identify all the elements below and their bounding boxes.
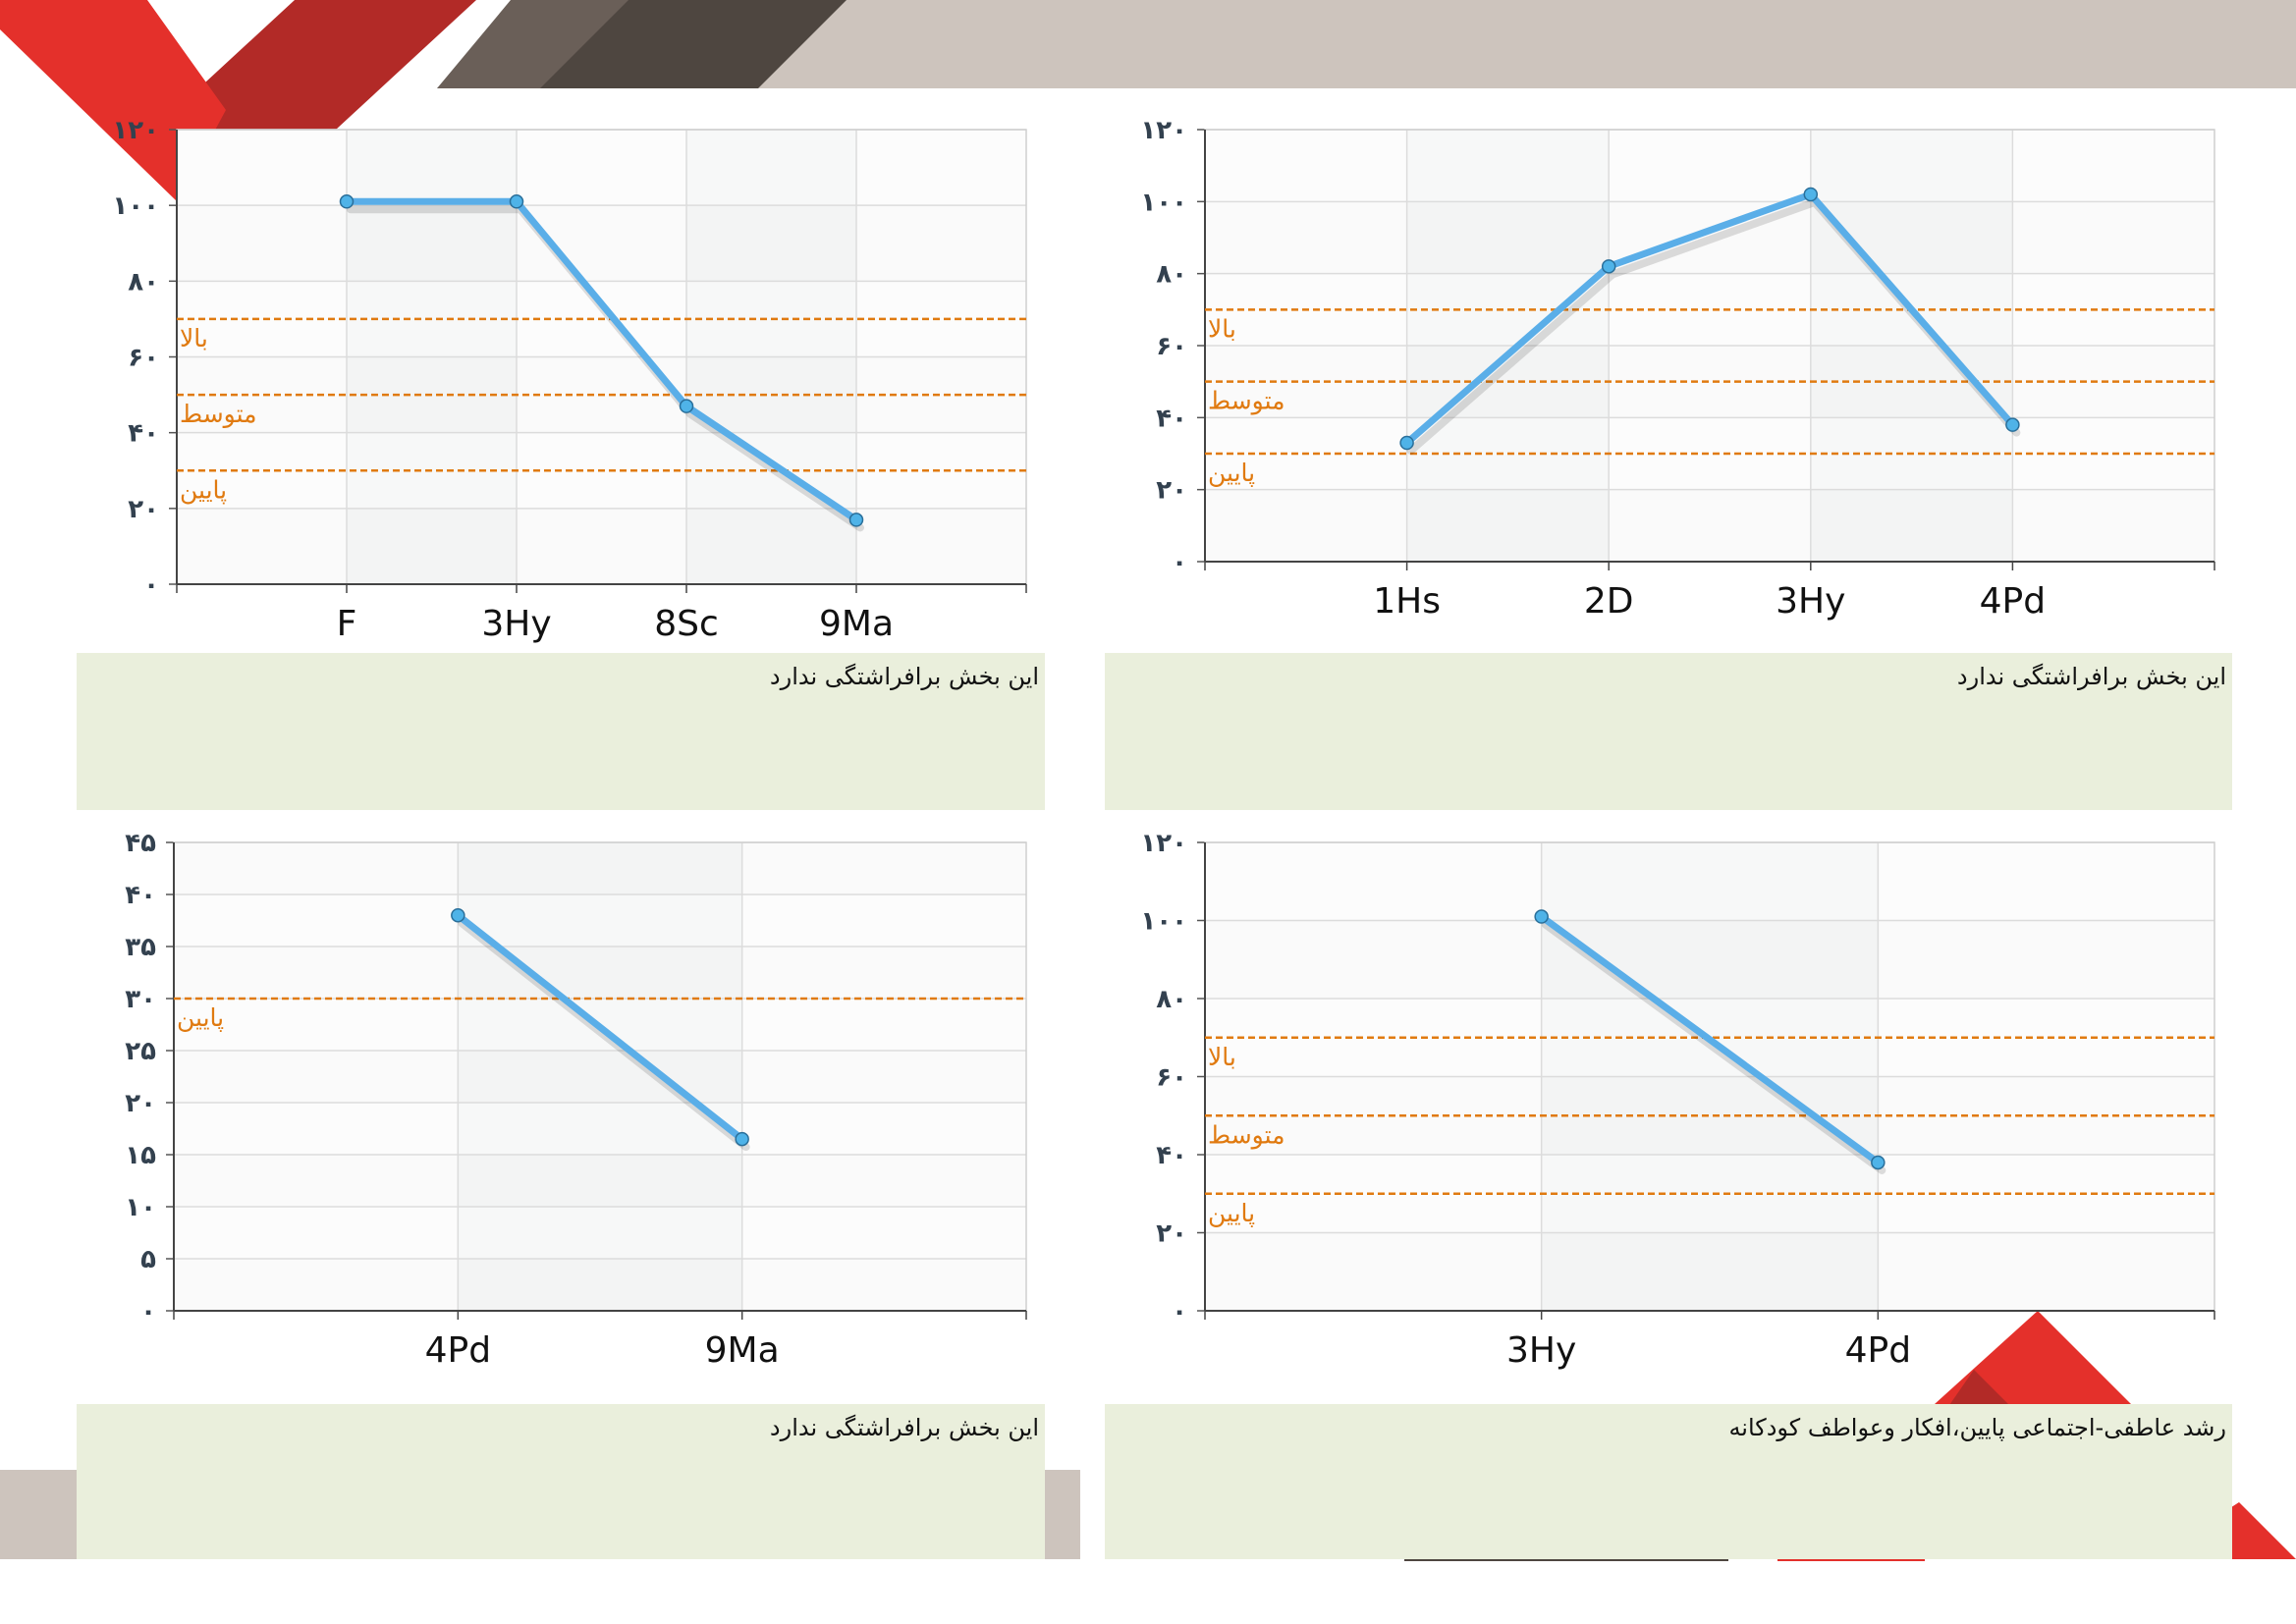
y-tick-label: ۸۰ [1156, 260, 1187, 290]
y-tick-label: ۲۰ [1156, 1219, 1187, 1249]
band-label: متوسط [1208, 387, 1285, 415]
y-tick-label: ۶۰ [128, 344, 159, 373]
y-tick-label: ۰ [143, 570, 159, 600]
series-shadow [1541, 920, 1886, 1174]
y-tick-label: ۴۰ [1156, 404, 1187, 433]
y-tick-label: ۶۰ [1156, 1063, 1187, 1093]
data-point [1601, 259, 1616, 274]
data-point [1399, 435, 1414, 451]
y-tick-label: ۴۰ [125, 881, 156, 910]
top-brown-stripe-light [437, 0, 629, 88]
series-line [454, 911, 746, 1143]
y-tick-label: ۲۵ [125, 1037, 156, 1066]
data-point [1871, 1155, 1886, 1170]
note-top-left: این بخش برافراشتگی ندارد [77, 653, 1045, 810]
y-tick-label: ۴۵ [125, 829, 156, 858]
plot-band-shading [1205, 842, 2214, 921]
band-label: بالا [1208, 1043, 1236, 1071]
x-tick-label: 2D [1584, 581, 1634, 622]
band-label: بالا [1208, 314, 1236, 343]
y-tick-label: ۱۲۰ [1140, 116, 1187, 145]
x-tick-label: 4Pd [425, 1330, 491, 1371]
y-tick-label: ۲۰ [1156, 476, 1187, 506]
plot-band-shading [174, 894, 1026, 947]
data-point [1803, 187, 1819, 202]
series-line [343, 197, 860, 523]
plot-band-shading [177, 130, 1026, 206]
band-label: متوسط [180, 400, 257, 428]
data-point [679, 399, 694, 413]
note-top-right: این بخش برافراشتگی ندارد [1105, 653, 2232, 810]
band-label: پایین [1208, 459, 1255, 487]
y-tick-label: ۱۵ [125, 1141, 156, 1170]
plot-shading [458, 842, 742, 1311]
band-label: پایین [1208, 1199, 1255, 1227]
y-tick-label: ۶۰ [1156, 332, 1187, 361]
data-point [848, 513, 864, 527]
x-tick-label: 1Hs [1373, 581, 1441, 622]
y-tick-label: ۱۲۰ [112, 116, 159, 145]
chart-bottom-right: ۰ ۲۰ ۴۰ ۶۰ ۸۰ ۱۰۰ ۱۲۰ بالا متوسط پایین 3Hy 4Pd [1140, 829, 2215, 1371]
chart-top-right: ۰ ۲۰ ۴۰ ۶۰ ۸۰ ۱۰۰ ۱۲۰ بالا متوسط پایین 1Hs 2D 3Hy 4Pd [1140, 116, 2215, 622]
data-point [1534, 909, 1549, 924]
x-tick-label: 4Pd [1980, 581, 2046, 622]
y-tick-label: ۰ [140, 1297, 156, 1326]
x-tick-label: 9Ma [705, 1330, 780, 1371]
x-tick-label: 9Ma [819, 604, 894, 644]
y-tick-label: ۴۰ [128, 419, 159, 449]
y-tick-label: ۵ [140, 1245, 156, 1274]
data-point [2005, 417, 2020, 432]
series-shadow [458, 919, 750, 1152]
band-label: بالا [180, 324, 208, 352]
top-brown-stripe [437, 0, 847, 88]
y-tick-label: ۱۰۰ [112, 191, 159, 221]
data-point [451, 907, 465, 923]
plot-band-shading [174, 1103, 1026, 1155]
top-beige-band [746, 0, 2296, 88]
y-tick-label: ۲۰ [128, 495, 159, 524]
y-tick-label: ۱۰۰ [1140, 188, 1187, 217]
x-tick-label: 4Pd [1845, 1330, 1911, 1371]
y-tick-label: ۱۲۰ [1140, 829, 1187, 858]
x-tick-label: 3Hy [1506, 1330, 1576, 1371]
data-point [735, 1131, 749, 1147]
note-bottom-right: رشد عاطفی-اجتماعی پایین،افکار وعواطف کود… [1105, 1404, 2232, 1559]
plot-shading [174, 842, 459, 1311]
x-tick-label: 3Hy [1776, 581, 1845, 622]
y-tick-label: ۸۰ [128, 267, 159, 297]
x-tick-label: 8Sc [654, 604, 719, 644]
series-line [1403, 190, 2016, 447]
data-point [339, 194, 355, 209]
data-point [509, 194, 524, 209]
chart-bottom-left: ۰ ۵ ۱۰ ۱۵ ۲۰ ۲۵ ۳۰ ۳۵ ۴۰ ۴۵ پایین 4Pd 9Ma [125, 829, 1027, 1371]
y-tick-label: ۰ [1172, 1297, 1187, 1326]
y-tick-label: ۰ [1172, 548, 1187, 577]
y-tick-label: ۳۰ [125, 985, 156, 1014]
band-label: پایین [177, 1003, 224, 1032]
x-tick-label: F [337, 604, 357, 644]
series-line [1538, 913, 1882, 1166]
y-tick-label: ۲۰ [125, 1089, 156, 1118]
band-label: متوسط [1208, 1120, 1285, 1149]
x-tick-label: 3Hy [481, 604, 551, 644]
plot-band-shading [174, 1207, 1026, 1259]
plot-shading [741, 842, 1026, 1311]
plot-band-shading [1205, 130, 2214, 202]
y-tick-label: ۱۰ [125, 1193, 156, 1222]
y-tick-label: ۱۰۰ [1140, 907, 1187, 937]
y-tick-label: ۴۰ [1156, 1141, 1187, 1170]
note-bottom-left: این بخش برافراشتگی ندارد [77, 1404, 1045, 1559]
y-tick-label: ۸۰ [1156, 985, 1187, 1014]
chart-top-left: ۰ ۲۰ ۴۰ ۶۰ ۸۰ ۱۰۰ ۱۲۰ بالا متوسط پایین F 3Hy 8Sc 9Ma [112, 116, 1027, 644]
y-tick-label: ۳۵ [125, 933, 156, 962]
band-label: پایین [180, 475, 227, 504]
